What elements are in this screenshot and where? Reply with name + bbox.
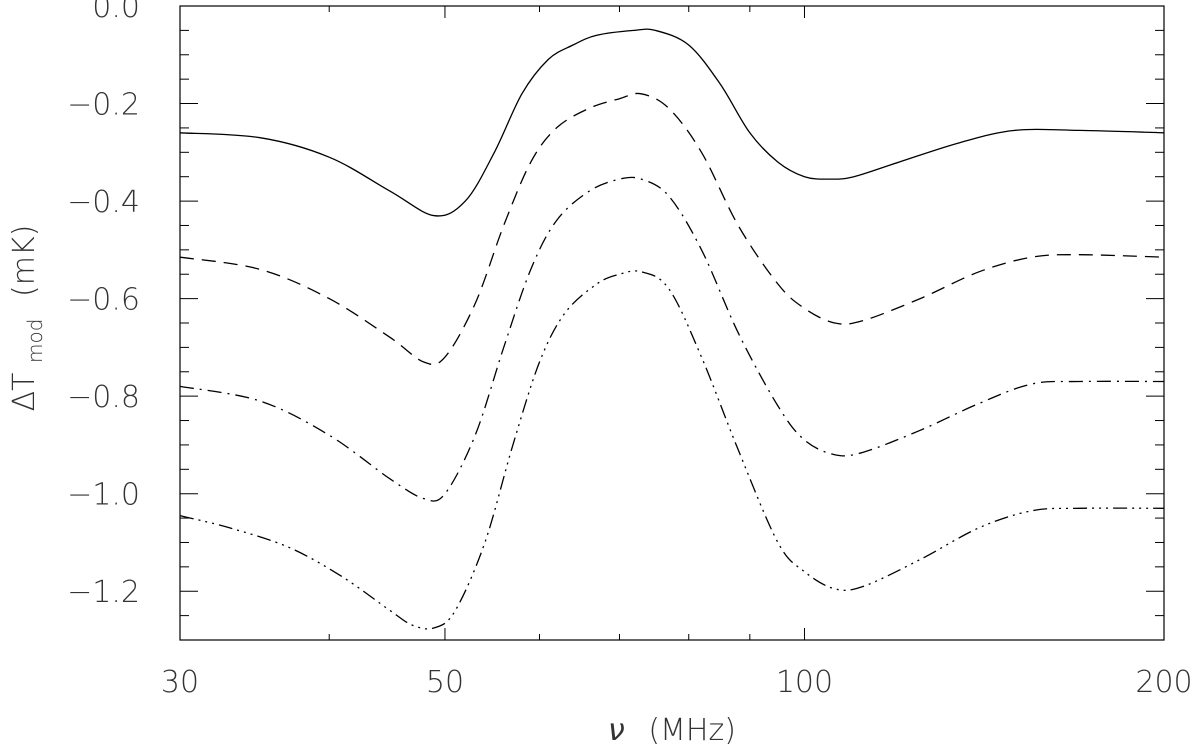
plot-frame: [179, 5, 1165, 641]
series-line-solid: [179, 28, 1165, 217]
x-tick-label: 30: [161, 665, 199, 700]
x-axis-title: ν (MHz): [608, 713, 736, 748]
x-tick-label: 200: [1135, 665, 1192, 700]
x-tick-label: 100: [776, 665, 833, 700]
y-tick-label: −1.2: [67, 575, 140, 610]
series-line-dashed: [179, 92, 1165, 366]
y-tick-label: 0.0: [92, 0, 140, 25]
y-axis-subscript: mod: [23, 319, 47, 363]
axis-tick-labels: 30 50 100 200 0.0 −0.2 −0.4 −0.6 −0.8 −1.0 −1.2: [67, 0, 1192, 700]
x-axis-symbol: ν: [608, 713, 625, 748]
y-axis-prefix: ΔT: [7, 372, 42, 411]
series-line-dash-dot: [179, 176, 1165, 502]
y-tick-label: −1.0: [67, 478, 140, 513]
series-line-dash-dot-dot-dot: [179, 270, 1165, 630]
y-axis-title: ΔT mod (mK): [7, 225, 50, 412]
y-tick-label: −0.8: [67, 380, 140, 415]
x-tick-label: 50: [426, 665, 464, 700]
y-axis-unit: (mK): [7, 225, 42, 297]
series-layer: [179, 28, 1165, 630]
x-axis-unit: (MHz): [648, 713, 736, 748]
y-tick-label: −0.2: [67, 88, 140, 123]
y-tick-label: −0.4: [67, 185, 140, 220]
axis-ticks: [179, 5, 1165, 640]
y-tick-label: −0.6: [67, 283, 140, 318]
